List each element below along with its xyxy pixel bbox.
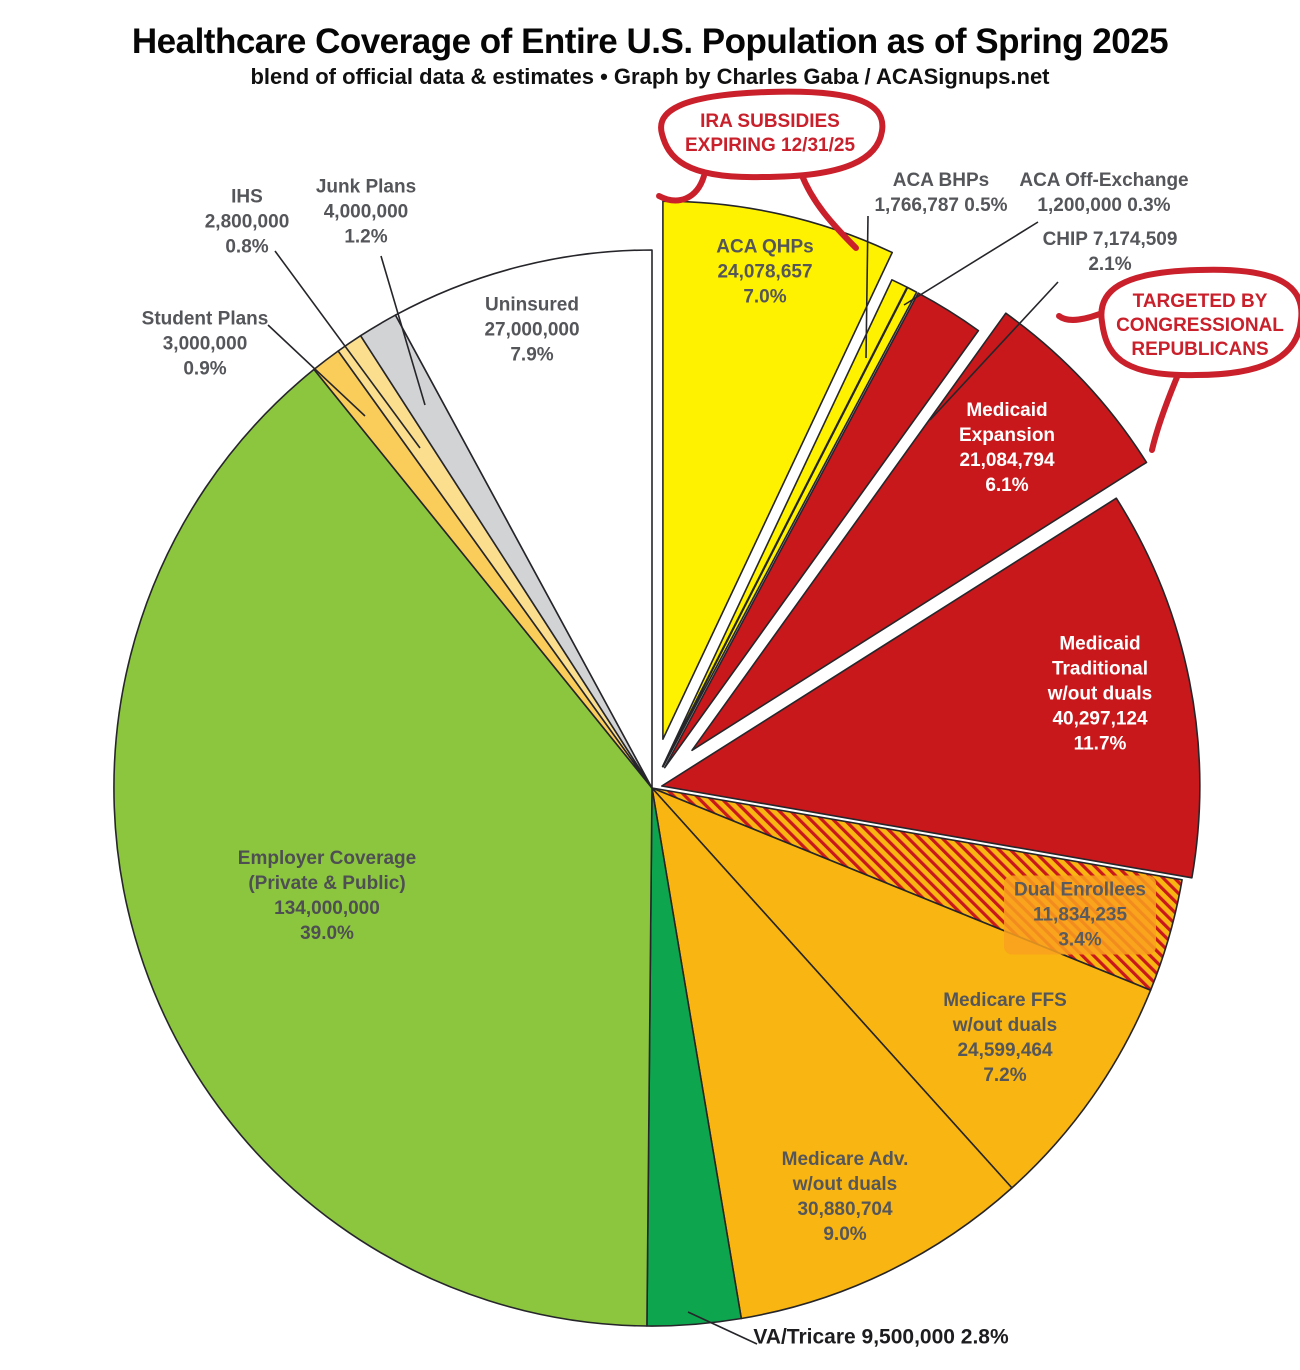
annotation-line: REPUBLICANS <box>1131 339 1269 360</box>
slice-label-line: 7.0% <box>743 286 787 308</box>
annotation-bubble-ira <box>658 88 886 181</box>
slice-label-aca-qhps: ACA QHPs 24,078,657 7.0% <box>716 235 813 310</box>
chart-title: Healthcare Coverage of Entire U.S. Popul… <box>131 22 1169 61</box>
slice-label-line: 4,000,000 <box>323 201 409 223</box>
slice-label-line: 6.1% <box>985 475 1029 496</box>
slice-label-line: 11,834,235 <box>1032 904 1128 926</box>
leader-line <box>903 221 1039 306</box>
slice-label-aca-off-exchange: ACA Off-Exchange 1,200,000 0.3% <box>1019 168 1188 218</box>
slice-label-line: 39.0% <box>300 923 354 944</box>
slice-label-line: 0.9% <box>183 358 227 380</box>
slice-label-line: 2.1% <box>1088 254 1132 275</box>
slice-label-line: 21,084,794 <box>959 450 1055 471</box>
leader-line <box>865 215 869 359</box>
annotation-bubble-leg-targeted <box>1149 367 1183 453</box>
pie-slice-aca-off-exchange <box>662 286 918 768</box>
slice-label-line: CHIP 7,174,509 <box>1042 229 1178 250</box>
slice-label-line: 3.4% <box>1058 929 1102 951</box>
slice-label-line: 1,200,000 0.3% <box>1037 195 1171 216</box>
slice-label-line: 30,880,704 <box>797 1199 893 1220</box>
annotation-targeted: TARGETED BY CONGRESSIONAL REPUBLICANS <box>1116 290 1284 362</box>
slice-label-line: w/out duals <box>792 1174 898 1195</box>
slice-label-line: IHS <box>231 186 263 208</box>
slice-label-line: VA/Tricare 9,500,000 2.8% <box>753 1325 1009 1349</box>
annotation-bubble-targeted <box>1098 266 1300 379</box>
slice-label-line: w/out duals <box>952 1015 1058 1036</box>
slice-label-line: 9.0% <box>823 1224 867 1245</box>
chart-subtitle: blend of official data & estimates • Gra… <box>250 64 1050 89</box>
slice-label-line: Traditional <box>1051 658 1149 680</box>
leader-line <box>267 324 366 417</box>
pie-slice-employer <box>113 368 653 1327</box>
leader-line <box>380 255 426 406</box>
slice-label-line: 27,000,000 <box>484 319 580 341</box>
annotation-ira: IRA SUBSIDIES EXPIRING 12/31/25 <box>685 110 855 158</box>
slice-label-line: 1,766,787 0.5% <box>874 195 1008 216</box>
annotation-line: CONGRESSIONAL <box>1116 315 1284 336</box>
slice-label-line: 1.2% <box>344 226 388 248</box>
slice-label-line: 24,078,657 <box>717 261 813 283</box>
pie-slice-chip <box>663 292 980 769</box>
slice-label-student-plans: Student Plans 3,000,000 0.9% <box>142 307 269 382</box>
pie-slice-medicaid-expansion <box>691 312 1148 752</box>
pie-slices <box>113 200 1201 1327</box>
slice-label-line: 24,599,464 <box>957 1040 1053 1061</box>
slice-label-junk-plans: Junk Plans 4,000,000 1.2% <box>316 175 416 250</box>
slice-label-line: Medicare FFS <box>943 990 1067 1011</box>
slice-label-line: ACA Off-Exchange <box>1019 170 1189 191</box>
slice-label-aca-bhps: ACA BHPs 1,766,787 0.5% <box>874 168 1007 218</box>
slice-label-line: 40,297,124 <box>1052 708 1148 730</box>
slice-label-line: Employer Coverage <box>237 848 417 869</box>
leader-line <box>687 1311 758 1345</box>
slice-label-ihs: IHS 2,800,000 0.8% <box>205 185 290 260</box>
annotation-line: IRA SUBSIDIES <box>700 111 840 132</box>
slice-label-line: ACA QHPs <box>716 236 814 258</box>
slice-label-line: w/out duals <box>1047 683 1153 705</box>
slice-label-line: ACA BHPs <box>892 170 990 191</box>
slice-label-line: 2,800,000 <box>204 211 290 233</box>
slice-label-line: Medicare Adv. <box>781 1149 909 1170</box>
leader-lines <box>267 215 1059 1345</box>
slice-label-dual-enrollees: Dual Enrollees 11,834,235 3.4% <box>1004 875 1156 955</box>
slice-label-medicare-adv: Medicare Adv. w/out duals 30,880,704 9.0% <box>782 1147 909 1247</box>
slice-label-line: Dual Enrollees <box>1014 879 1146 901</box>
slice-label-line: Medicaid <box>1059 633 1141 655</box>
pie-slice-medicare-ffs <box>651 787 1152 1189</box>
pie-slice-medicaid-traditional <box>661 497 1201 879</box>
slice-label-uninsured: Uninsured 27,000,000 7.9% <box>484 293 579 368</box>
slice-label-medicaid-expansion: Medicaid Expansion 21,084,794 6.1% <box>959 398 1055 498</box>
slice-label-line: 7.9% <box>510 344 554 366</box>
slice-label-medicare-ffs: Medicare FFS w/out duals 24,599,464 7.2% <box>943 988 1067 1088</box>
slice-label-line: 3,000,000 <box>162 333 248 355</box>
slice-label-line: 0.8% <box>225 236 269 258</box>
leader-line <box>929 281 1059 421</box>
slice-label-va-tricare: VA/Tricare 9,500,000 2.8% <box>753 1325 1008 1350</box>
slice-label-line: (Private & Public) <box>248 873 406 894</box>
pie-slice-uninsured <box>394 249 653 789</box>
annotation-line: TARGETED BY <box>1132 291 1268 312</box>
slice-label-line: 7.2% <box>983 1065 1027 1086</box>
annotation-bubble-leg-ira <box>798 170 859 251</box>
annotation-bubbles <box>656 88 1300 453</box>
leader-line <box>274 250 421 449</box>
annotation-line: EXPIRING 12/31/25 <box>684 135 856 156</box>
slice-label-line: Uninsured <box>485 294 579 316</box>
annotation-bubble-leg-ira <box>656 173 707 204</box>
slice-label-line: Junk Plans <box>315 176 417 198</box>
pie-slice-medicare-adv <box>651 787 1013 1320</box>
slice-label-chip: CHIP 7,174,509 2.1% <box>1043 227 1178 277</box>
slice-label-line: 134,000,000 <box>274 898 380 919</box>
slice-label-line: Medicaid <box>966 400 1048 421</box>
slice-label-medicaid-traditional: Medicaid Traditional w/out duals 40,297,124… <box>1048 632 1153 757</box>
slice-label-employer: Employer Coverage (Private & Public) 134,0… <box>238 846 416 946</box>
slice-label-line: Student Plans <box>141 308 269 330</box>
slice-label-line: Expansion <box>958 425 1056 446</box>
slice-label-line: 11.7% <box>1073 733 1127 755</box>
